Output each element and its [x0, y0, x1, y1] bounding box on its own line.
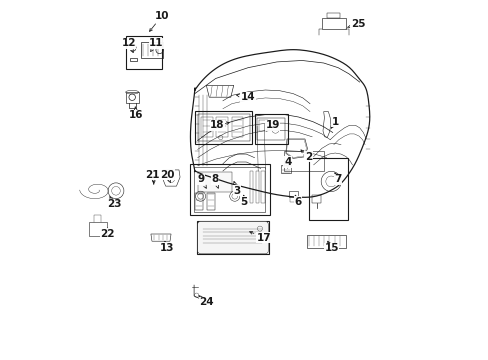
Bar	[216, 117, 227, 137]
Bar	[88, 222, 106, 236]
Bar	[195, 193, 203, 210]
Text: 4: 4	[284, 157, 291, 168]
Bar	[194, 167, 265, 212]
Bar	[311, 195, 321, 203]
FancyBboxPatch shape	[197, 221, 268, 254]
Text: 24: 24	[199, 296, 214, 307]
Text: 13: 13	[160, 241, 174, 253]
Bar	[189, 164, 269, 215]
Text: 25: 25	[347, 19, 365, 30]
Bar	[326, 13, 340, 18]
Bar	[261, 171, 264, 203]
Bar	[249, 171, 253, 203]
Text: 17: 17	[249, 231, 271, 243]
Bar	[130, 58, 137, 61]
Text: 11: 11	[149, 38, 163, 51]
Bar	[194, 111, 252, 144]
Bar	[322, 18, 345, 29]
Text: 19: 19	[265, 120, 279, 131]
Bar	[141, 42, 163, 58]
Bar	[254, 114, 287, 144]
Text: 7: 7	[334, 173, 341, 184]
Text: 22: 22	[100, 228, 115, 239]
Text: 14: 14	[236, 92, 255, 102]
Text: 15: 15	[324, 241, 338, 253]
Bar	[201, 117, 212, 137]
Bar	[197, 172, 231, 192]
Bar	[288, 191, 297, 197]
Text: 21: 21	[145, 170, 160, 183]
Bar	[289, 197, 295, 202]
Text: 8: 8	[211, 174, 218, 188]
Bar	[306, 235, 346, 248]
Bar	[206, 193, 214, 210]
Text: 9: 9	[197, 174, 206, 188]
Bar	[280, 165, 291, 173]
Text: 2: 2	[300, 150, 311, 162]
Bar	[125, 92, 139, 103]
Bar	[308, 158, 347, 220]
Bar	[284, 151, 323, 171]
Text: 3: 3	[233, 181, 241, 196]
Bar	[126, 36, 162, 69]
Text: 16: 16	[129, 107, 143, 120]
Bar	[231, 117, 243, 137]
Text: 20: 20	[160, 170, 174, 183]
Text: 5: 5	[240, 195, 247, 207]
Text: 6: 6	[294, 195, 301, 207]
Bar	[258, 120, 267, 131]
Text: 18: 18	[210, 120, 229, 130]
Bar	[257, 118, 284, 140]
Bar	[197, 114, 249, 141]
Bar	[255, 171, 259, 203]
Text: 1: 1	[331, 117, 338, 128]
Text: 10: 10	[149, 11, 169, 31]
Text: 23: 23	[107, 197, 121, 210]
Bar	[197, 221, 268, 254]
Text: 12: 12	[121, 38, 136, 53]
